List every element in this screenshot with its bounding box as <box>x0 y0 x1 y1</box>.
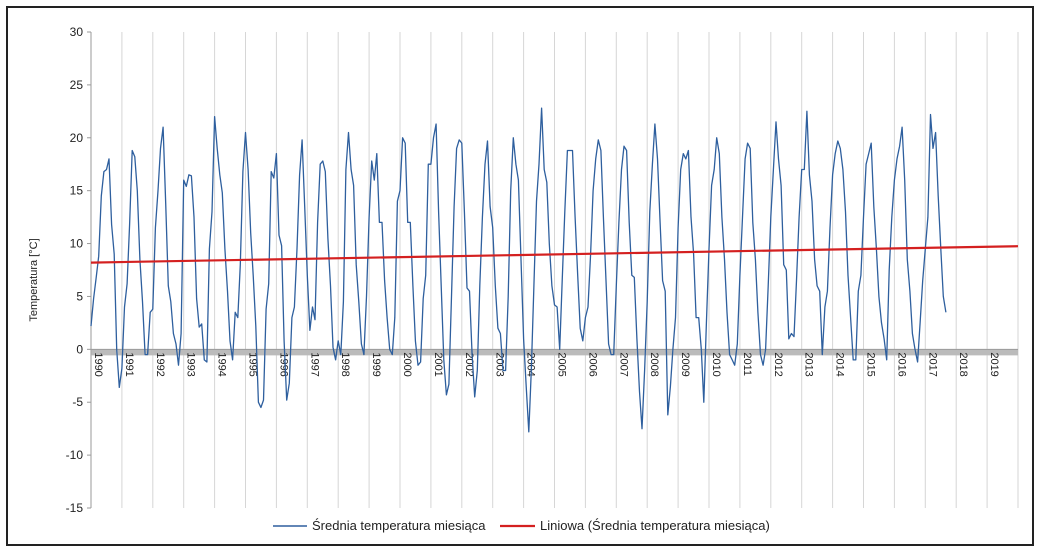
y-tick-label: -10 <box>66 448 84 462</box>
legend: Średnia temperatura miesiąca Liniowa (Śre… <box>273 518 770 533</box>
y-tick-label: -5 <box>72 395 83 409</box>
zero-band <box>90 348 1018 356</box>
x-tick-label: 2005 <box>556 352 568 376</box>
x-tick-label: 2001 <box>432 352 444 376</box>
y-tick-label: 5 <box>76 289 83 303</box>
grid-lines <box>90 32 1019 508</box>
y-tick-label: 20 <box>70 131 84 145</box>
y-axis-label: Temperatura [°C] <box>28 238 40 321</box>
legend-label-monthly: Średnia temperatura miesiąca <box>312 518 486 533</box>
y-tick-label: 15 <box>70 184 84 198</box>
x-tick-label: 1994 <box>216 352 228 376</box>
y-tick-label: 0 <box>76 342 83 356</box>
x-tick-label: 2003 <box>494 352 506 376</box>
zero-axis-band <box>91 349 1018 356</box>
x-tick-label: 2007 <box>617 352 629 376</box>
x-tick-label: 1993 <box>185 352 197 376</box>
y-tick-label: -15 <box>66 501 84 515</box>
x-tick-label: 1992 <box>154 352 166 376</box>
y-axis: 30 25 20 15 10 5 0 -5 -10 -15 <box>66 25 92 515</box>
x-tick-label: 2004 <box>525 352 537 376</box>
x-tick-label: 2015 <box>865 352 877 376</box>
y-tick-label: 25 <box>70 78 84 92</box>
x-tick-label: 2014 <box>834 352 846 376</box>
y-tick-label: 30 <box>70 25 84 39</box>
x-tick-label: 1997 <box>308 352 320 376</box>
x-tick-label: 1998 <box>339 352 351 376</box>
x-tick-label: 2018 <box>957 352 969 376</box>
chart-frame: 30 25 20 15 10 5 0 -5 -10 -15 1990 1991 1992 1993 199… <box>6 6 1034 546</box>
y-tick-label: 10 <box>70 237 84 251</box>
x-tick-label: 1999 <box>370 352 382 376</box>
x-tick-label: 1996 <box>277 352 289 376</box>
x-tick-label: 1995 <box>247 352 259 376</box>
x-tick-label: 2008 <box>648 352 660 376</box>
x-tick-label: 2006 <box>586 352 598 376</box>
x-tick-label: 1990 <box>92 352 104 376</box>
x-tick-label: 2011 <box>741 352 753 376</box>
x-tick-label: 2010 <box>710 352 722 376</box>
x-tick-label: 2016 <box>895 352 907 376</box>
x-tick-label: 2009 <box>679 352 691 376</box>
series-line-linear-trend <box>90 245 1019 264</box>
x-tick-label: 2013 <box>803 352 815 376</box>
x-tick-label: 2000 <box>401 352 413 376</box>
x-tick-label: 2012 <box>772 352 784 376</box>
x-tick-label: 2017 <box>926 352 938 376</box>
legend-label-trend: Liniowa (Średnia temperatura miesiąca) <box>540 518 770 533</box>
x-axis: 1990 1991 1992 1993 1994 1995 1996 1997 1998 1999… <box>92 352 1000 376</box>
series-line-monthly-temperature <box>90 107 947 433</box>
x-tick-label: 2019 <box>988 352 1000 376</box>
series-layer <box>90 107 1019 433</box>
x-tick-label: 1991 <box>123 352 135 376</box>
